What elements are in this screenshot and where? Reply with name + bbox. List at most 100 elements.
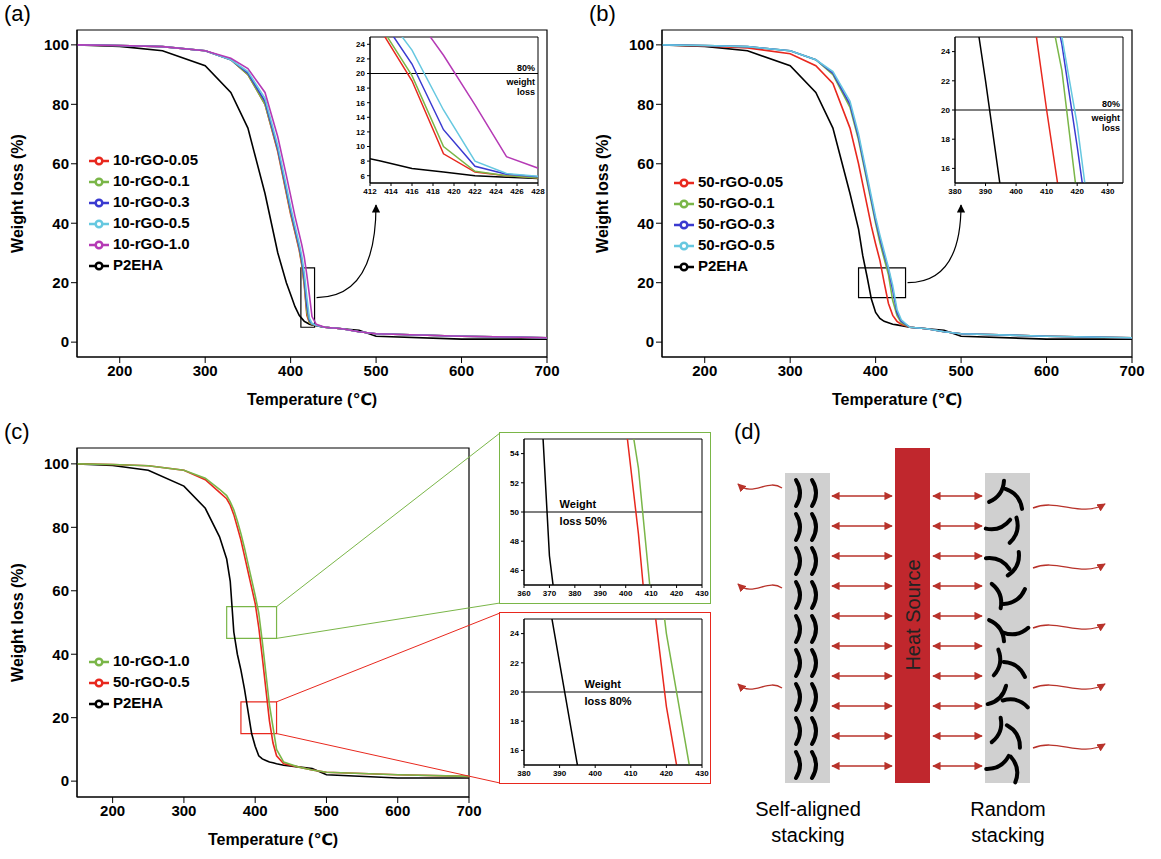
svg-text:60: 60 [52,155,69,172]
svg-text:80: 80 [52,96,69,113]
svg-text:Weight: Weight [585,678,622,690]
svg-text:80%: 80% [517,63,535,73]
svg-text:700: 700 [1119,362,1144,379]
svg-text:Self-aligned: Self-aligned [755,798,861,820]
svg-text:Temperature (℃): Temperature (℃) [247,391,377,408]
svg-text:430: 430 [1101,187,1115,196]
svg-text:Weight: Weight [560,498,597,510]
svg-text:400: 400 [278,362,303,379]
svg-text:418: 418 [426,187,440,196]
svg-text:700: 700 [534,362,559,379]
svg-text:100: 100 [44,455,69,472]
svg-text:22: 22 [510,659,519,668]
svg-text:380: 380 [517,769,531,778]
svg-text:100: 100 [44,36,69,53]
svg-text:500: 500 [314,802,339,819]
svg-text:410: 410 [1040,187,1054,196]
svg-text:8: 8 [361,157,366,166]
svg-text:stacking: stacking [771,824,844,846]
svg-text:18: 18 [356,84,365,93]
svg-text:stacking: stacking [971,824,1044,846]
svg-text:600: 600 [449,362,474,379]
svg-text:400: 400 [243,802,268,819]
svg-text:420: 420 [660,769,674,778]
svg-text:40: 40 [637,215,654,232]
svg-text:80: 80 [52,519,69,536]
svg-text:0: 0 [61,333,69,350]
svg-text:60: 60 [52,582,69,599]
svg-text:Random: Random [970,798,1046,820]
svg-text:24: 24 [941,47,950,56]
svg-text:loss: loss [517,87,535,97]
svg-text:loss 80%: loss 80% [585,695,632,707]
svg-text:6: 6 [361,172,366,181]
svg-text:16: 16 [510,746,519,755]
svg-text:422: 422 [468,187,482,196]
svg-text:48: 48 [510,537,519,546]
svg-text:22: 22 [941,77,950,86]
svg-text:200: 200 [100,802,125,819]
svg-text:390: 390 [979,187,993,196]
svg-text:424: 424 [489,187,503,196]
svg-text:16: 16 [356,99,365,108]
svg-text:20: 20 [941,106,950,115]
svg-text:410: 410 [624,769,638,778]
svg-text:500: 500 [364,362,389,379]
svg-text:416: 416 [405,187,419,196]
svg-text:24: 24 [510,629,519,638]
svg-text:428: 428 [531,187,545,196]
svg-text:300: 300 [193,362,218,379]
svg-text:412: 412 [363,187,377,196]
svg-text:390: 390 [594,589,608,598]
svg-text:50: 50 [510,508,519,517]
svg-text:200: 200 [692,362,717,379]
svg-text:loss: loss [1102,123,1120,133]
svg-text:420: 420 [447,187,461,196]
svg-text:20: 20 [637,274,654,291]
svg-text:400: 400 [1009,187,1023,196]
svg-text:370: 370 [543,589,557,598]
svg-text:10: 10 [356,142,365,151]
svg-text:18: 18 [941,135,950,144]
svg-text:20: 20 [52,274,69,291]
svg-text:24: 24 [356,40,365,49]
svg-text:390: 390 [553,769,567,778]
svg-text:54: 54 [510,449,519,458]
svg-text:Weight loss (%): Weight loss (%) [9,134,26,253]
svg-text:500: 500 [949,362,974,379]
svg-text:52: 52 [510,479,519,488]
svg-text:100: 100 [629,36,654,53]
svg-text:200: 200 [107,362,132,379]
svg-text:weight: weight [1091,113,1121,123]
svg-text:20: 20 [510,688,519,697]
svg-text:Temperature (℃): Temperature (℃) [832,391,962,408]
svg-text:380: 380 [568,589,582,598]
svg-text:400: 400 [589,769,603,778]
svg-text:400: 400 [863,362,888,379]
svg-text:430: 430 [695,769,709,778]
svg-text:60: 60 [637,155,654,172]
svg-text:700: 700 [456,802,481,819]
svg-text:weight: weight [506,77,536,87]
svg-text:16: 16 [941,164,950,173]
svg-text:300: 300 [778,362,803,379]
svg-text:loss 50%: loss 50% [560,515,607,527]
svg-text:40: 40 [52,215,69,232]
svg-text:414: 414 [384,187,398,196]
svg-text:0: 0 [646,333,654,350]
svg-text:40: 40 [52,646,69,663]
svg-text:Weight loss (%): Weight loss (%) [594,134,611,253]
svg-text:18: 18 [510,717,519,726]
svg-text:Heat Source: Heat Source [902,559,924,670]
svg-text:12: 12 [356,128,365,137]
svg-text:20: 20 [356,69,365,78]
svg-text:80: 80 [637,96,654,113]
svg-text:426: 426 [510,187,524,196]
svg-text:46: 46 [510,566,519,575]
svg-text:600: 600 [385,802,410,819]
svg-text:400: 400 [619,589,633,598]
svg-text:Temperature (℃): Temperature (℃) [208,831,338,848]
svg-text:410: 410 [644,589,658,598]
svg-text:20: 20 [52,709,69,726]
svg-text:380: 380 [948,187,962,196]
